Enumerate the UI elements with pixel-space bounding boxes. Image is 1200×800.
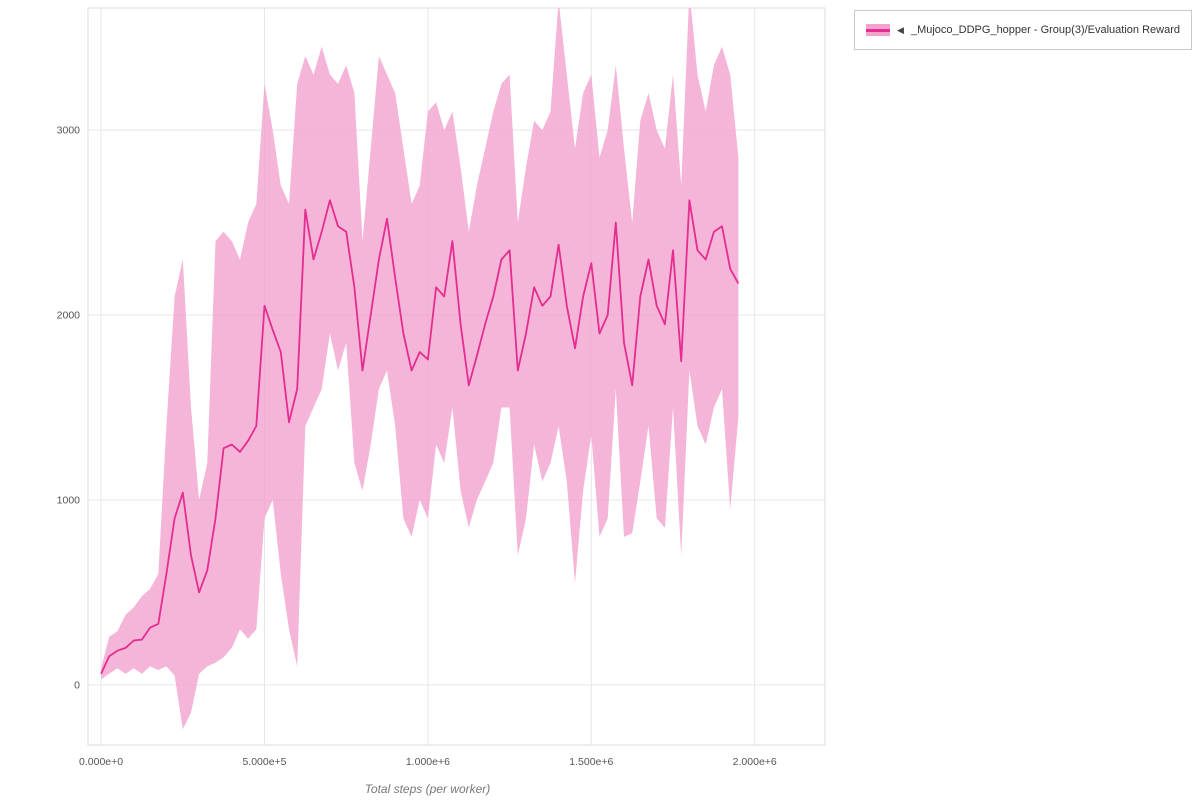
- x-tick-label: 1.500e+6: [569, 756, 613, 768]
- mean-line: [100, 199, 740, 675]
- x-tick-label: 5.000e+5: [242, 756, 286, 768]
- x-tick-label: 2.000e+6: [733, 756, 777, 768]
- y-tick-label: 2000: [57, 310, 81, 322]
- legend[interactable]: ◀ _Mujoco_DDPG_hopper - Group(3)/Evaluat…: [854, 10, 1192, 50]
- legend-swatch: [866, 24, 891, 36]
- x-axis-title: Total steps (per worker): [364, 782, 491, 796]
- y-tick-label: 1000: [57, 494, 81, 506]
- confidence-band: [101, 8, 739, 730]
- legend-swatch-line: [866, 28, 891, 32]
- legend-collapse-arrow-icon[interactable]: ◀: [897, 24, 904, 35]
- legend-series-label[interactable]: _Mujoco_DDPG_hopper - Group(3)/Evaluatio…: [910, 24, 1180, 36]
- y-tick-label: 3000: [57, 125, 81, 137]
- plot-border: [87, 7, 826, 746]
- y-tick-label: 0: [74, 679, 80, 691]
- x-tick-label: 1.000e+6: [406, 756, 450, 768]
- x-tick-label: 0.000e+0: [79, 756, 123, 768]
